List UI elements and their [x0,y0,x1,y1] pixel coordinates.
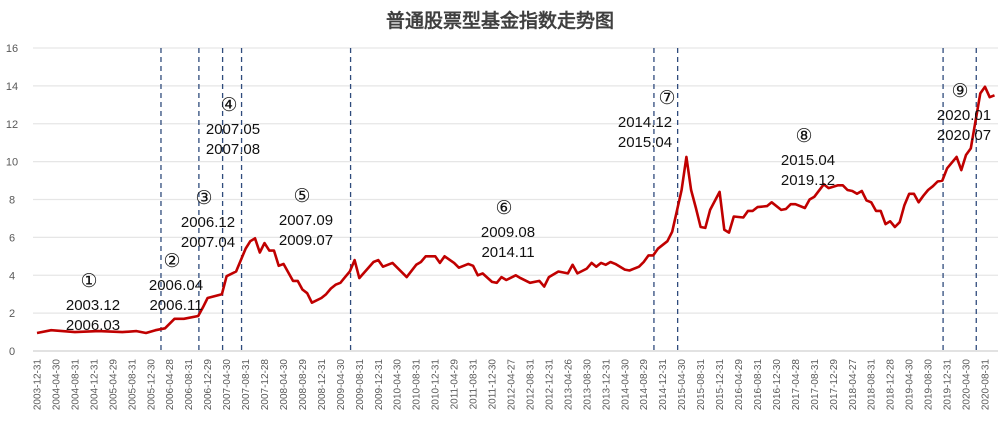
period-end: 2007.08 [206,141,260,158]
y-tick-label: 6 [9,232,15,244]
x-tick-label: 2006-04-28 [165,359,176,411]
period-number: ① [80,271,97,292]
period-start: 2006.12 [181,214,235,231]
x-tick-label: 2015-04-30 [677,359,688,411]
x-tick-label: 2005-08-31 [127,359,138,411]
x-tick-label: 2016-12-30 [772,359,783,411]
y-tick-label: 16 [6,43,18,55]
x-tick-label: 2006-08-31 [184,359,195,411]
x-tick-label: 2006-12-29 [203,359,214,411]
x-tick-label: 2013-12-31 [601,359,612,411]
chart-title: 普通股票型基金指数走势图 [386,9,614,32]
period-number: ⑦ [658,88,675,109]
x-tick-label: 2017-12-29 [829,359,840,411]
x-tick-label: 2017-08-31 [810,359,821,411]
x-tick-label: 2017-04-28 [791,359,802,411]
x-tick-label: 2020-04-30 [962,359,973,411]
x-tick-label: 2010-04-30 [393,359,404,411]
y-tick-label: 14 [6,81,18,93]
x-tick-label: 2004-04-30 [51,359,62,411]
period-number: ⑥ [495,198,512,219]
period-start: 2007.09 [279,212,333,229]
period-end: 2014.11 [481,244,534,261]
x-tick-label: 2008-08-29 [298,359,309,411]
x-tick-label: 2014-12-31 [658,359,669,411]
period-end: 2006.11 [149,297,202,314]
x-tick-label: 2010-08-31 [412,359,423,411]
period-start: 2003.12 [66,297,120,314]
x-tick-label: 2014-08-29 [639,359,650,411]
period-number: ④ [220,95,237,116]
x-tick-label: 2009-12-31 [374,359,385,411]
y-tick-label: 8 [9,195,15,207]
period-start: 2015.04 [781,152,835,169]
x-tick-label: 2011-04-29 [450,359,461,410]
x-tick-label: 2011-12-30 [488,359,499,410]
x-tick-label: 2020-08-31 [981,359,992,411]
y-tick-label: 4 [9,270,15,282]
x-tick-label: 2011-08-31 [469,359,480,410]
x-tick-label: 2005-04-29 [108,359,119,411]
x-tick-label: 2015-08-31 [696,359,707,411]
x-tick-label: 2007-08-31 [241,359,252,411]
x-tick-label: 2016-04-29 [734,359,745,411]
x-tick-label: 2018-12-28 [886,359,897,411]
y-tick-label: 12 [6,119,18,131]
x-tick-label: 2013-08-30 [582,359,593,411]
x-tick-label: 2016-08-31 [753,359,764,411]
x-tick-label: 2019-04-30 [905,359,916,411]
period-start: 2009.08 [481,224,535,241]
period-end: 2009.07 [279,232,333,249]
x-tick-label: 2004-08-31 [70,359,81,411]
period-end: 2020.07 [937,127,991,144]
x-tick-label: 2013-04-26 [563,359,574,411]
x-tick-label: 2003-12-31 [33,359,44,411]
x-tick-label: 2019-12-31 [943,359,954,411]
x-tick-label: 2010-12-31 [431,359,442,411]
y-tick-label: 10 [6,157,18,169]
x-tick-label: 2018-08-31 [867,359,878,411]
period-number: ② [163,251,180,272]
period-start: 2006.04 [149,277,203,294]
period-start: 2014.12 [618,114,672,131]
x-tick-label: 2012-08-31 [525,359,536,411]
x-tick-label: 2009-04-30 [336,359,347,411]
x-tick-label: 2012-04-27 [507,359,518,411]
period-end: 2015.04 [618,134,672,151]
period-start: 2007.05 [206,121,260,138]
period-end: 2007.04 [181,234,235,251]
period-number: ⑤ [293,186,310,207]
period-number: ③ [195,188,212,209]
period-number: ⑧ [795,126,812,147]
y-tick-label: 2 [9,308,15,320]
x-tick-label: 2007-12-28 [260,359,271,411]
period-start: 2020.01 [937,107,991,124]
x-tick-label: 2005-12-30 [146,359,157,411]
x-tick-label: 2009-08-31 [355,359,366,411]
x-tick-label: 2019-08-30 [924,359,935,411]
y-tick-label: 0 [9,346,15,358]
x-tick-label: 2018-04-27 [848,359,859,411]
period-end: 2006.03 [66,317,120,334]
x-tick-label: 2015-12-31 [715,359,726,411]
x-tick-label: 2008-04-30 [279,359,290,411]
period-number: ⑨ [951,81,968,102]
x-tick-label: 2012-12-31 [544,359,555,411]
x-tick-label: 2007-04-30 [222,359,233,411]
x-tick-label: 2014-04-30 [620,359,631,411]
period-end: 2019.12 [781,172,835,189]
x-tick-label: 2004-12-31 [89,359,100,411]
x-tick-label: 2008-12-31 [317,359,328,411]
